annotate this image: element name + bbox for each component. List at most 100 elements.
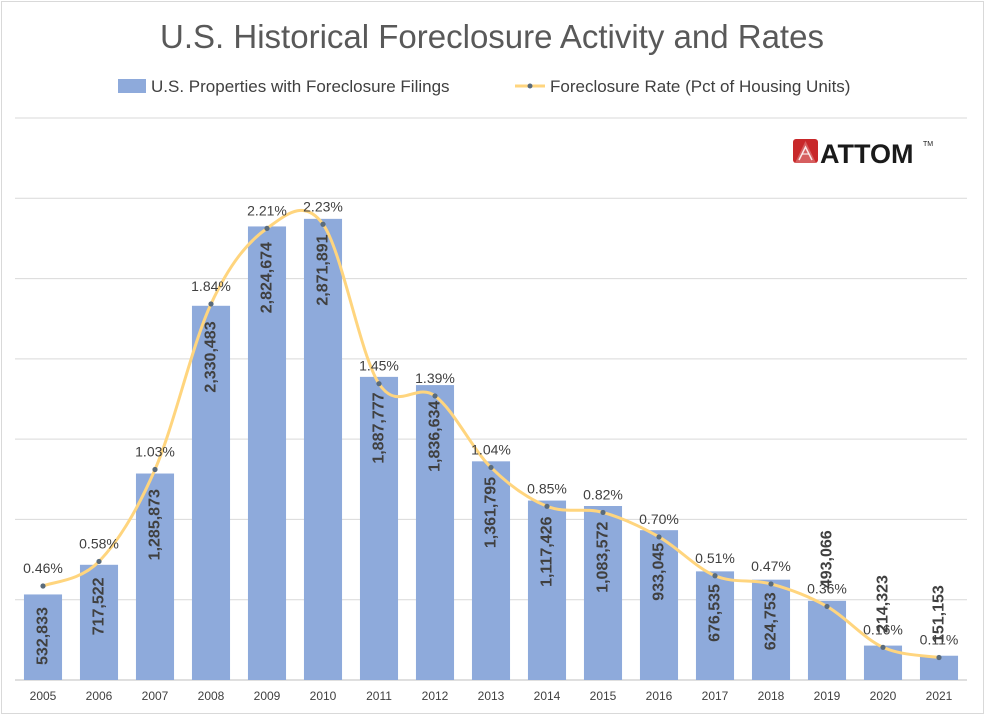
x-tick-label: 2019 [814,689,841,703]
bar-value-label: 624,753 [763,592,780,650]
rate-point-2020 [880,644,886,650]
rate-value-label: 0.11% [920,632,959,648]
x-tick-label: 2009 [254,689,281,703]
bar-2011 [359,376,399,680]
rate-value-label: 1.45% [359,358,399,374]
bar-value-label: 1,836,634 [427,401,444,472]
rate-value-label: 2.23% [303,198,343,214]
attom-logo-tm: TM [923,141,933,148]
legend-bar-label: U.S. Properties with Foreclosure Filings [151,77,450,96]
x-tick-label: 2014 [534,689,561,703]
bar-value-label: 1,285,873 [147,489,164,560]
legend-line-marker [527,83,533,89]
rate-point-2011 [376,381,382,387]
rate-point-2006 [96,558,102,565]
rate-value-label: 0.85% [527,480,567,496]
rate-point-2016 [656,534,662,540]
bar-value-label: 151,153 [931,585,948,643]
bar-value-label: 1,887,777 [371,392,388,463]
rate-point-2009 [264,225,270,231]
rate-value-label: 0.16% [863,621,903,637]
x-tick-label: 2007 [142,689,169,703]
bar-2015 [583,506,623,680]
x-tick-label: 2011 [366,689,392,703]
bar-value-label: 1,361,795 [483,477,500,548]
bar-labels: 532,833 717,522 1,285,873 2,330,483 2,824,67… [35,234,948,665]
bar-2018 [751,579,791,680]
attom-logo: ATTOM TM [793,139,933,169]
x-tick-label: 2013 [478,689,505,703]
rate-line-group [40,209,942,661]
bar-value-label: 1,083,572 [595,522,612,593]
rate-value-label: 0.58% [79,535,119,551]
bar-2013 [471,461,511,680]
rate-point-2008 [208,301,214,307]
x-tick-label: 2016 [646,689,673,703]
bar-2009 [247,226,287,681]
bars [23,218,959,681]
bar-2014 [527,500,567,680]
bar-2017 [695,571,735,680]
legend: U.S. Properties with Foreclosure Filings… [118,77,850,96]
bar-value-label: 2,824,674 [259,242,276,313]
bar-2010 [303,218,343,680]
rate-value-label: 1.39% [415,370,455,386]
bar-value-label: 676,535 [707,584,724,642]
rate-value-label: 1.84% [191,278,231,294]
bar-value-label: 717,522 [91,577,108,635]
rate-point-2007 [152,466,158,473]
chart-title: U.S. Historical Foreclosure Activity and… [160,18,824,55]
bar-value-label: 2,871,891 [315,234,332,305]
x-tick-label: 2010 [310,689,337,703]
attom-logo-mark [793,139,818,163]
bar-2019 [807,600,847,680]
legend-bar-swatch [118,79,146,93]
bar-value-label: 1,117,426 [539,517,556,587]
bar-2007 [135,473,175,680]
rate-point-2021 [936,654,942,661]
x-tick-label: 2005 [30,689,57,703]
rate-point-2012 [432,393,438,399]
rate-point-2015 [600,509,606,516]
rate-point-2013 [488,464,494,471]
x-tick-label: 2020 [870,689,897,703]
rate-labels: 0.46% 0.58% 1.03% 1.84% 2.21% 2.23% 1.45% 1.39%… [23,198,958,647]
rate-value-label: 1.03% [135,444,175,460]
rate-point-2019 [824,603,830,610]
rate-value-label: 0.36% [807,580,847,596]
rate-value-label: 1.04% [471,441,511,457]
rate-point-2010 [320,221,326,227]
x-tick-label: 2006 [86,689,113,703]
rate-point-2014 [544,503,550,509]
bar-2016 [639,530,679,680]
legend-line-label: Foreclosure Rate (Pct of Housing Units) [550,77,850,96]
rate-value-label: 0.70% [639,511,679,527]
x-tick-label: 2008 [198,689,225,703]
x-tick-label: 2012 [422,689,449,703]
x-tick-label: 2021 [926,689,953,703]
x-tick-label: 2015 [590,689,617,703]
bar-value-label: 214,323 [875,575,892,633]
attom-logo-text: ATTOM [820,139,914,169]
rate-point-2018 [768,581,774,587]
rate-value-label: 0.82% [583,486,623,502]
bar-value-label: 933,045 [651,543,668,601]
bar-value-label: 532,833 [35,607,52,665]
rate-value-label: 0.51% [695,550,735,566]
rate-value-label: 2.21% [247,202,287,218]
rate-value-label: 0.47% [751,558,791,574]
x-tick-label: 2017 [702,689,729,703]
bar-value-label: 493,066 [819,530,836,588]
rate-point-2005 [40,583,46,589]
x-tick-labels: 2005 2006 2007 2008 2009 2010 2011 2012 2013 2014… [30,689,953,703]
rate-value-label: 0.46% [23,560,63,576]
bar-2005 [23,594,63,680]
x-tick-label: 2018 [758,689,785,703]
bar-2006 [79,564,119,680]
bar-2012 [415,385,455,680]
bar-2008 [191,305,231,680]
rate-point-2017 [712,573,718,579]
